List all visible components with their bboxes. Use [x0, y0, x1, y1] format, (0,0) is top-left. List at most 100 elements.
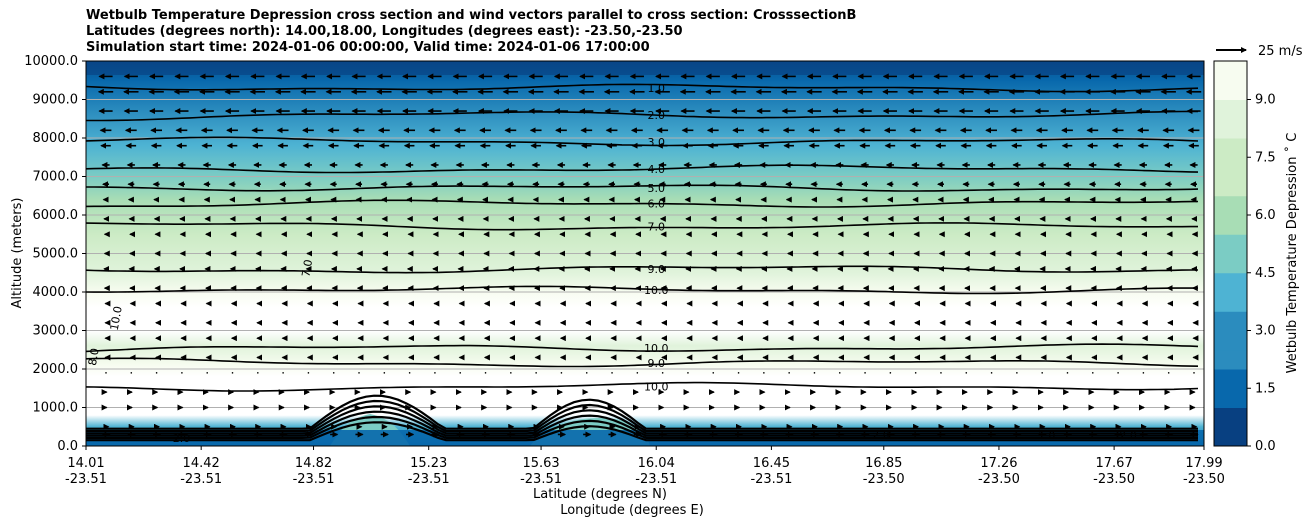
- colorbar-segment: [1214, 369, 1247, 389]
- colorbar-segment: [1214, 99, 1247, 120]
- contour-label-side: 10.0: [108, 305, 125, 331]
- wind-vector: [1142, 372, 1145, 374]
- wind-vector: [257, 372, 259, 374]
- wind-vector: [712, 372, 715, 374]
- wind-vector: [307, 372, 310, 374]
- quiver-key-label: 25 m/s: [1258, 44, 1303, 59]
- wind-vector: [1117, 372, 1119, 374]
- colorbar-frame: [1213, 60, 1248, 447]
- wind-vector: [510, 372, 512, 374]
- wind-vector: [434, 372, 436, 374]
- y-tick-label: 3000.0: [33, 324, 79, 339]
- wind-vector: [965, 372, 968, 374]
- x-tick-label-lat: 16.85: [865, 456, 902, 471]
- wind-vector: [484, 372, 487, 374]
- wind-vector: [206, 372, 209, 374]
- plot-area: 1.02.03.04.05.06.07.09.010.010.09.010.07…: [86, 61, 1204, 446]
- contour-line: [86, 357, 1199, 368]
- wind-vector: [1193, 372, 1195, 374]
- colorbar-label: Wetbulb Temperature Depression ˚ C: [1284, 133, 1300, 374]
- contour-line: [86, 199, 1199, 208]
- contour-label-side: 8.0: [86, 347, 102, 366]
- wind-vector: [636, 372, 639, 374]
- wind-vector: [1066, 372, 1069, 374]
- x-tick-label-lat: 15.63: [522, 456, 559, 471]
- wind-vector: [737, 372, 740, 374]
- contour-line: [86, 343, 1199, 353]
- y-axis-label: Altitude (meters): [10, 198, 25, 309]
- y-tick-label: 9000.0: [33, 93, 79, 108]
- y-tick-label: 7000.0: [33, 170, 79, 185]
- surface-contour-line: [86, 394, 1198, 430]
- y-tick-label: 2000.0: [33, 362, 79, 377]
- colorbar-segment: [1214, 349, 1247, 370]
- x-tick-label-lon: -23.50: [863, 472, 905, 487]
- contour-line: [86, 222, 1198, 231]
- colorbar-segment: [1214, 80, 1247, 100]
- wind-vector: [1167, 372, 1170, 374]
- wind-vector: [940, 372, 942, 374]
- wind-vector: [788, 372, 790, 374]
- wind-vector: [661, 372, 664, 374]
- surface-contour-label: 2.0: [1119, 429, 1137, 442]
- wind-vector: [332, 372, 335, 374]
- wind-vector: [914, 372, 917, 374]
- surface-contour-line: [86, 421, 1198, 442]
- colorbar-segment: [1214, 311, 1247, 331]
- x-axis-label-latitude: Latitude (degrees N): [533, 487, 667, 502]
- contour-label: 3.0: [647, 136, 665, 149]
- x-tick-label-lon: -23.51: [750, 472, 792, 487]
- x-tick-label-lat: 17.99: [1185, 456, 1222, 471]
- wind-vector: [358, 372, 360, 374]
- wind-vector: [813, 372, 816, 374]
- surface-contour-label: 1.0: [1038, 429, 1056, 442]
- chart-title-line-1: Wetbulb Temperature Depression cross sec…: [86, 8, 857, 23]
- colorbar-segment: [1214, 388, 1247, 408]
- colorbar-tick-label: 9.0: [1255, 93, 1276, 108]
- wind-vector: [459, 372, 462, 374]
- contour-line: [86, 164, 1199, 174]
- surface-contour-line: [86, 405, 1198, 435]
- wind-vector: [408, 372, 411, 374]
- wind-vector: [1016, 372, 1018, 374]
- wind-vector: [687, 372, 689, 374]
- colorbar-segment: [1214, 234, 1247, 254]
- wind-vector: [181, 372, 183, 374]
- x-tick-label-lat: 14.01: [67, 456, 104, 471]
- x-tick-label-lon: -23.50: [978, 472, 1020, 487]
- contour-label: 9.0: [647, 357, 665, 370]
- contour-label: 1.0: [647, 82, 665, 95]
- quiver-key: 25 m/s: [1216, 44, 1303, 59]
- colorbar-segment: [1214, 215, 1247, 235]
- surface-contour-line: [86, 399, 1198, 433]
- x-tick-label-lon: -23.51: [408, 472, 450, 487]
- wind-vector: [560, 372, 563, 374]
- colorbar-segment: [1214, 176, 1247, 197]
- colorbar-tick-label: 4.5: [1255, 266, 1276, 281]
- x-axis: 14.01-23.5114.42-23.5114.82-23.5115.23-2…: [65, 446, 1225, 487]
- contour-line: [86, 265, 1198, 274]
- top-dark-band: [86, 61, 1204, 75]
- y-tick-label: 1000.0: [33, 401, 79, 416]
- x-tick-label-lat: 17.26: [980, 456, 1017, 471]
- wind-vector: [282, 372, 284, 374]
- colorbar-segment: [1214, 195, 1247, 216]
- y-tick-label: 5000.0: [33, 247, 79, 262]
- colorbar-segment: [1214, 272, 1247, 293]
- x-tick-label-lon: -23.51: [520, 472, 562, 487]
- colorbar-tick-label: 0.0: [1255, 439, 1276, 454]
- surface-contour-line: [86, 415, 1198, 439]
- wind-vector: [838, 372, 841, 374]
- wind-vector: [383, 372, 386, 374]
- colorbar-segment: [1214, 407, 1247, 428]
- contour-label: 7.0: [647, 221, 665, 234]
- wind-vector: [130, 372, 133, 374]
- wind-vector: [864, 372, 866, 374]
- colorbar-tick-label: 6.0: [1255, 208, 1276, 223]
- y-tick-label: 8000.0: [33, 131, 79, 146]
- x-tick-label-lat: 17.67: [1096, 456, 1133, 471]
- surface-contour-line: [86, 410, 1198, 437]
- wind-vector: [231, 372, 234, 374]
